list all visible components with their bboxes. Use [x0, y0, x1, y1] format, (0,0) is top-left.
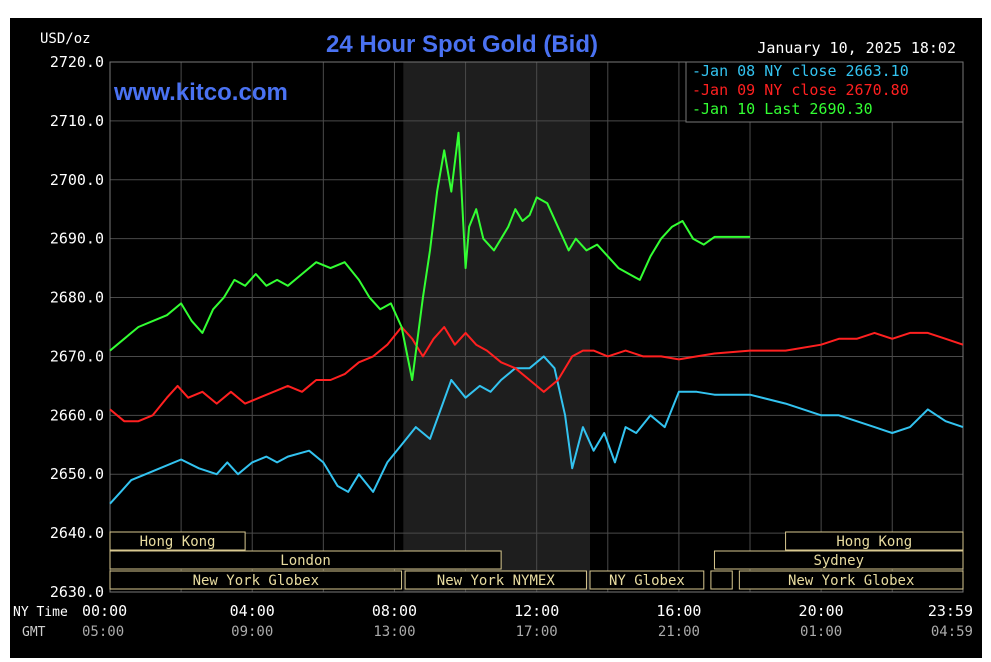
- y-tick-label: 2650.0: [50, 465, 104, 483]
- x-row-label-ny: NY Time: [13, 605, 68, 620]
- x-tick-label-gmt: 04:59: [931, 624, 973, 640]
- y-tick-label: 2690.0: [50, 230, 104, 248]
- series-layer: [109, 131, 964, 505]
- shaded-window-layer: [403, 62, 591, 592]
- x-tick-label-gmt: 01:00: [800, 624, 842, 640]
- y-tick-label: 2630.0: [50, 583, 104, 601]
- legend-entry: -Jan 10 Last 2690.30: [692, 100, 873, 118]
- x-tick-label-gmt: 21:00: [658, 624, 700, 640]
- y-tick-label: 2710.0: [50, 112, 104, 130]
- x-tick-label-gmt: 05:00: [82, 624, 124, 640]
- session-label: London: [280, 553, 331, 569]
- y-tick-label: 2680.0: [50, 289, 104, 307]
- y-tick-label: 2670.0: [50, 347, 104, 365]
- y-tick-label: 2640.0: [50, 524, 104, 542]
- x-axis-ticks: 00:00 04:00 08:00 12:00 16:00 20:00 23:59 05:00…: [82, 602, 973, 640]
- x-row-label-gmt: GMT: [22, 625, 46, 640]
- session-label: New York NYMEX: [437, 573, 556, 589]
- x-tick-label-ny: 20:00: [799, 602, 844, 620]
- timestamp: January 10, 2025 18:02: [757, 39, 956, 57]
- y-tick-label: 2660.0: [50, 406, 104, 424]
- session-label: Hong Kong: [836, 534, 912, 550]
- session-label: New York Globex: [193, 573, 319, 589]
- session-label: Hong Kong: [140, 534, 216, 550]
- session-bar: [404, 570, 587, 590]
- x-tick-label-gmt: 13:00: [373, 624, 415, 640]
- legend-entry: -Jan 09 NY close 2670.80: [692, 81, 909, 99]
- session-bar: [738, 570, 964, 590]
- series-line-jan-08: [109, 355, 964, 505]
- session-bar: [710, 570, 733, 590]
- session-bar: [589, 570, 705, 590]
- x-tick-label-gmt: 09:00: [231, 624, 273, 640]
- series-line-jan-10: [109, 131, 750, 381]
- session-bar: [785, 531, 964, 551]
- session-bar: [109, 531, 246, 551]
- session-label: NY Globex: [609, 573, 685, 589]
- x-tick-label-ny: 12:00: [514, 602, 559, 620]
- gold-price-chart: USD/oz 24 Hour Spot Gold (Bid) www.kitco…: [10, 18, 982, 658]
- session-bar: [713, 550, 964, 570]
- x-tick-label-gmt: 17:00: [516, 624, 558, 640]
- session-bar: [109, 550, 502, 570]
- session-label: New York Globex: [788, 573, 914, 589]
- unit-label: USD/oz: [40, 31, 91, 47]
- session-bar: [109, 570, 403, 590]
- session-bars: Hong Kong Hong Kong London Sydney New York G…: [109, 531, 964, 590]
- shaded-trading-window: [403, 62, 591, 592]
- y-axis-ticks: 2720.0 2710.0 2700.0 2690.0 2680.0 2670.0 2660…: [50, 53, 104, 601]
- legend-entry: -Jan 08 NY close 2663.10: [692, 62, 909, 80]
- y-tick-label: 2700.0: [50, 171, 104, 189]
- chart-title: 24 Hour Spot Gold (Bid): [326, 31, 598, 58]
- x-tick-label-ny: 23:59: [928, 602, 973, 620]
- x-tick-label-ny: 16:00: [656, 602, 701, 620]
- x-tick-label-ny: 04:00: [230, 602, 275, 620]
- watermark: www.kitco.com: [113, 79, 288, 106]
- legend: -Jan 08 NY close 2663.10-Jan 09 NY close…: [685, 61, 964, 123]
- legend-box: [685, 61, 964, 123]
- x-tick-label-ny: 00:00: [82, 602, 127, 620]
- plot-border: [109, 61, 964, 593]
- session-label: Sydney: [813, 553, 864, 569]
- x-tick-label-ny: 08:00: [372, 602, 417, 620]
- y-tick-label: 2720.0: [50, 53, 104, 71]
- series-line-jan-09: [109, 326, 964, 423]
